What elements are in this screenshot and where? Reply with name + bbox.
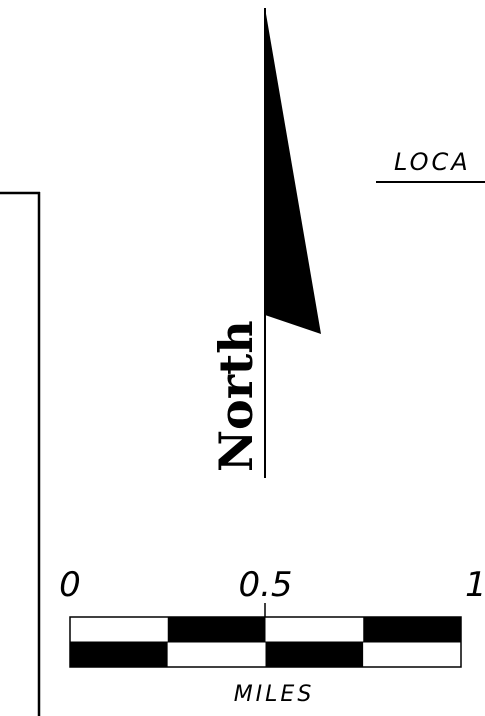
- scale-bar-segment-bottom: [363, 642, 461, 667]
- scale-bar-segment-top: [70, 617, 168, 642]
- location-label: LOCA: [394, 148, 471, 176]
- scale-bar-tick-label: 1: [465, 565, 485, 605]
- scale-bar-segment-top: [265, 617, 364, 642]
- scale-bar-tick-label: 0: [59, 565, 81, 605]
- scale-bar: 0 0.5 1 MILES: [59, 565, 485, 707]
- location-label-group: LOCA: [376, 148, 485, 183]
- scale-bar-segments: [70, 617, 461, 667]
- scale-bar-segment-top: [167, 617, 266, 642]
- scale-bar-segment-bottom: [70, 642, 168, 667]
- scale-bar-segment-top: [363, 617, 461, 642]
- north-label: North: [209, 320, 263, 472]
- scale-bar-segment-bottom: [167, 642, 266, 667]
- scale-bar-tick-labels: 0 0.5 1: [59, 565, 485, 605]
- map-frame: [0, 191, 41, 716]
- scale-bar-segment-bottom: [265, 642, 364, 667]
- north-arrow: North: [209, 8, 321, 478]
- scale-bar-units: MILES: [234, 682, 315, 707]
- north-arrow-head: [265, 8, 321, 334]
- scale-bar-tick-label: 0.5: [238, 565, 292, 605]
